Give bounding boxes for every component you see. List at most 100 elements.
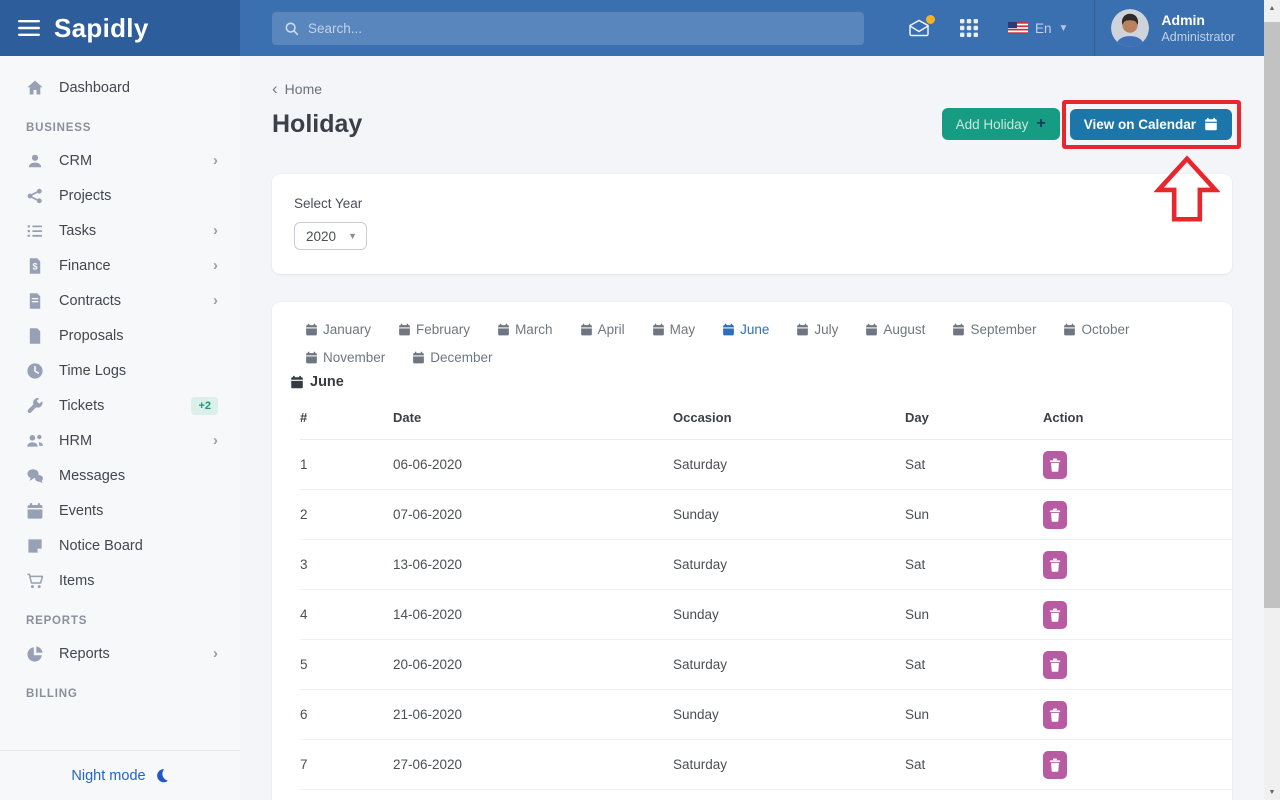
calendar-icon [305,351,318,364]
month-tab-label: December [430,350,493,365]
add-holiday-button[interactable]: Add Holiday + [941,108,1060,140]
messages-button[interactable] [908,15,935,37]
sidebar-item-projects[interactable]: Projects [0,178,240,213]
year-select[interactable]: 2020 ▼ [294,222,367,250]
sidebar-item-dashboard[interactable]: Dashboard [0,70,240,105]
year-select-value: 2020 [306,228,337,244]
ticket-count-badge: +2 [191,396,218,415]
sidebar-item-proposals[interactable]: Proposals [0,318,240,353]
delete-holiday-button[interactable] [1043,750,1067,779]
cart-icon [26,572,44,590]
cell-occasion: Sunday [673,689,905,740]
sidebar-item-label: Items [59,572,95,589]
delete-holiday-button[interactable] [1043,700,1067,729]
cell-day: Sun [905,689,1043,740]
user-menu[interactable]: Admin Administrator [1111,9,1235,47]
month-tab-june[interactable]: June [722,322,769,337]
sidebar-item-reports[interactable]: Reports › [0,636,240,671]
breadcrumb[interactable]: ‹ Home [272,80,1232,97]
svg-text:$: $ [32,261,37,271]
add-holiday-label: Add Holiday [955,116,1029,132]
section-header-billing: BILLING [26,688,78,700]
apps-grid-button[interactable] [960,19,978,37]
chevron-right-icon: › [213,152,218,169]
cell-action [1043,539,1232,590]
view-on-calendar-label: View on Calendar [1083,116,1196,132]
sidebar-item-hrm[interactable]: HRM › [0,423,240,458]
calendar-icon [398,323,411,336]
sidebar: Dashboard BUSINESS CRM › Projects Tasks › $ Fina… [0,56,240,800]
holidays-table: # Date Occasion Day Action 1 06-06-2020 Saturd… [300,396,1232,790]
sidebar-item-label: Projects [59,187,112,204]
month-tab-september[interactable]: September [952,322,1036,337]
delete-holiday-button[interactable] [1043,600,1067,629]
language-selector[interactable]: En ▼ [1008,21,1068,36]
month-tab-label: June [740,322,770,337]
month-tab-label: April [597,322,625,337]
sidebar-item-tickets[interactable]: Tickets +2 [0,388,240,423]
sidebar-item-events[interactable]: Events [0,493,240,528]
month-tab-april[interactable]: April [580,322,625,337]
delete-holiday-button[interactable] [1043,500,1067,529]
column-header-day: Day [905,396,1043,440]
sidebar-item-label: Notice Board [59,537,143,554]
month-tab-november[interactable]: November [305,350,385,365]
trash-icon [1049,457,1061,472]
cell-date: 13-06-2020 [393,539,673,590]
calendar-icon [580,323,593,336]
sidebar-item-time-logs[interactable]: Time Logs [0,353,240,388]
scrollbar-up-arrow[interactable]: ▲ [1268,4,1276,12]
cell-day: Sat [905,639,1043,690]
view-on-calendar-button[interactable]: View on Calendar [1069,108,1232,140]
table-row: 6 21-06-2020 Sunday Sun [300,689,1232,740]
calendar-icon [290,375,304,389]
month-tab-august[interactable]: August [865,322,925,337]
month-tab-july[interactable]: July [796,322,838,337]
brand-logo-text[interactable]: Sapidly [54,12,149,43]
cell-action [1043,689,1232,740]
sidebar-item-label: Finance [59,257,111,274]
month-tab-december[interactable]: December [412,350,493,365]
cell-date: 21-06-2020 [393,689,673,740]
sidebar-item-finance[interactable]: $ Finance › [0,248,240,283]
night-mode-toggle[interactable]: Night mode [71,768,168,784]
chevron-down-icon: ▼ [1058,22,1069,34]
cell-occasion: Saturday [673,739,905,790]
sidebar-item-items[interactable]: Items [0,563,240,598]
sidebar-item-tasks[interactable]: Tasks › [0,213,240,248]
scrollbar-thumb[interactable] [1264,22,1280,608]
user-name: Admin [1161,12,1205,29]
user-avatar [1111,9,1150,47]
cell-num: 2 [300,489,393,540]
sidebar-item-label: Dashboard [59,79,130,96]
global-search[interactable] [272,11,864,45]
search-input[interactable] [308,20,852,36]
month-tab-october[interactable]: October [1063,322,1130,337]
scrollbar-down-arrow[interactable]: ▼ [1268,788,1276,796]
sidebar-item-notice-board[interactable]: Notice Board [0,528,240,563]
delete-holiday-button[interactable] [1043,550,1067,579]
vertical-scrollbar[interactable]: ▲ ▼ [1264,0,1280,800]
language-label: En [1035,20,1052,36]
sidebar-item-crm[interactable]: CRM › [0,143,240,178]
table-row: 4 14-06-2020 Sunday Sun [300,589,1232,640]
month-tab-january[interactable]: January [305,322,371,337]
plus-icon: + [1036,115,1046,132]
delete-holiday-button[interactable] [1043,450,1067,479]
sidebar-item-contracts[interactable]: Contracts › [0,283,240,318]
sidebar-item-messages[interactable]: Messages [0,458,240,493]
trash-icon [1049,557,1061,572]
navbar-divider [1094,0,1096,56]
month-heading-label: June [310,374,344,390]
month-tab-february[interactable]: February [398,322,470,337]
navbar-right: En ▼ Admin Administrator [240,0,1264,56]
table-row: 1 06-06-2020 Saturday Sat [300,439,1232,490]
sidebar-item-label: Time Logs [59,362,127,379]
delete-holiday-button[interactable] [1043,650,1067,679]
month-tab-march[interactable]: March [497,322,553,337]
user-role: Administrator [1161,29,1236,44]
hamburger-menu-icon[interactable] [18,20,40,36]
breadcrumb-home-link[interactable]: Home [284,80,323,97]
calendar-icon [412,351,425,364]
month-tab-may[interactable]: May [652,322,695,337]
